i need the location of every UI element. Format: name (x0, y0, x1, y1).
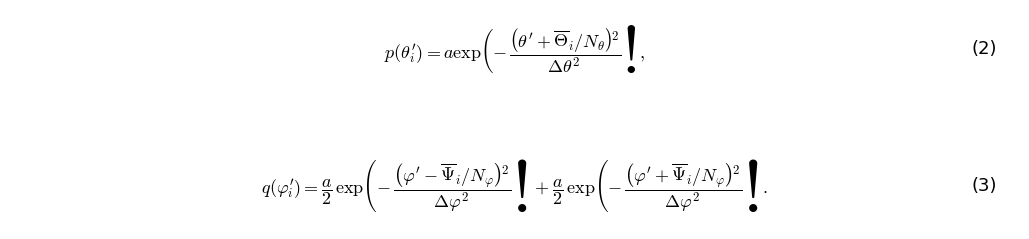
Text: $q(\varphi_i') = \dfrac{a}{2}\,\exp\!\left(-\,\dfrac{\left(\varphi' - \overline{: $q(\varphi_i') = \dfrac{a}{2}\,\exp\!\le… (260, 157, 769, 214)
Text: (3): (3) (971, 177, 997, 195)
Text: $p(\theta_i') = a \exp\!\left(-\,\dfrac{\left(\theta' + \overline{\Theta}_i/N_{\: $p(\theta_i') = a \exp\!\left(-\,\dfrac{… (384, 23, 645, 75)
Text: (2): (2) (971, 40, 997, 58)
